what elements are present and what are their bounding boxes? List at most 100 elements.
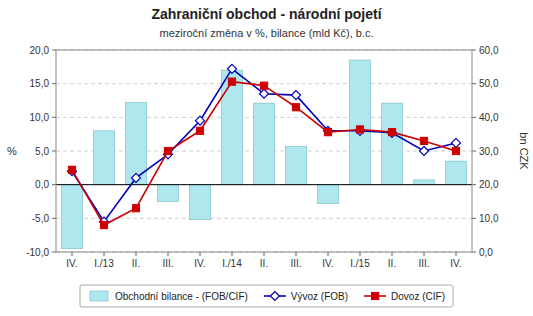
y-tick [52, 117, 56, 118]
y-tick-label: 0,0 [35, 179, 49, 190]
marker [356, 126, 363, 133]
marker [356, 126, 365, 135]
legend-item: Vývoz (FOB) [264, 291, 348, 302]
legend-item: Dovoz (CIF) [364, 291, 445, 302]
marker [292, 104, 299, 111]
bar [350, 60, 371, 185]
x-tick-label: III. [162, 258, 173, 269]
marker [324, 126, 333, 135]
line [72, 82, 456, 225]
legend-marker [270, 292, 279, 301]
x-tick [328, 252, 329, 256]
marker [196, 127, 203, 134]
legend-marker [371, 292, 378, 299]
x-tick-label: I./15 [350, 258, 370, 269]
subtitle: meziroční změna v %, bilance (mld Kč), b… [160, 27, 374, 39]
title: Zahraniční obchod - národní pojetí [151, 6, 382, 22]
x-tick-label: III. [418, 258, 429, 269]
y-tick [52, 252, 56, 253]
y2-tick-label: 50,0 [479, 78, 499, 89]
x-tick [104, 252, 105, 256]
y-tick [52, 218, 56, 219]
y2-tick-label: 30,0 [479, 146, 499, 157]
legend-label: Obchodní bilance - (FOB/CIF) [115, 291, 248, 302]
marker [324, 129, 331, 136]
plot-frame [56, 50, 472, 252]
bar [158, 185, 179, 202]
x-tick-label: III. [290, 258, 301, 269]
zero-line [56, 184, 472, 185]
x-tick [200, 252, 201, 256]
marker [228, 78, 235, 85]
marker [292, 91, 301, 100]
y-tick [52, 151, 56, 152]
y2-tick-label: 60,0 [479, 45, 499, 56]
x-tick-label: IV. [450, 258, 461, 269]
x-tick [360, 252, 361, 256]
y2-tick [472, 184, 476, 185]
legend-swatch [90, 291, 108, 301]
x-tick-label: II. [388, 258, 396, 269]
x-tick-label: II. [132, 258, 140, 269]
y2-tick-label: 40,0 [479, 112, 499, 123]
legend: Obchodní bilance - (FOB/CIF) Vývoz (FOB) D… [80, 285, 453, 307]
y2-tick [472, 117, 476, 118]
bar [446, 161, 467, 185]
y2-tick [472, 151, 476, 152]
x-tick-label: IV. [66, 258, 77, 269]
x-tick [72, 252, 73, 256]
y-tick [52, 83, 56, 84]
marker [388, 129, 395, 136]
y2-axis-label: bn CZK [518, 132, 530, 170]
marker [452, 138, 461, 147]
x-tick [136, 252, 137, 256]
plot-area [56, 50, 472, 252]
marker [452, 147, 459, 154]
y2-tick-label: 10,0 [479, 213, 499, 224]
bar [222, 70, 243, 184]
marker [100, 221, 107, 228]
y2-tick [472, 218, 476, 219]
y2-tick-label: 20,0 [479, 179, 499, 190]
bar [318, 185, 339, 204]
y-tick-label: 15,0 [30, 78, 50, 89]
data-area [56, 60, 472, 249]
y-tick-label: -10,0 [26, 247, 49, 258]
marker [132, 173, 141, 182]
legend-item: Obchodní bilance - (FOB/CIF) [90, 291, 248, 302]
y-tick-label: 20,0 [30, 45, 50, 56]
y-tick-label: 10,0 [30, 112, 50, 123]
marker [420, 137, 427, 144]
bar [254, 103, 275, 184]
y-tick-label: -5,0 [32, 213, 50, 224]
legend-box [80, 285, 453, 307]
y2-tick [472, 83, 476, 84]
grid [56, 50, 472, 252]
x-tick-label: IV. [322, 258, 333, 269]
bar [382, 103, 403, 184]
marker [228, 64, 237, 73]
marker [68, 166, 75, 173]
x-tick-label: I./14 [222, 258, 242, 269]
x-tick-label: I./13 [94, 258, 114, 269]
bar [94, 131, 115, 185]
x-tick [456, 252, 457, 256]
bar [190, 185, 211, 220]
legend-label: Dovoz (CIF) [391, 291, 445, 302]
marker [260, 82, 267, 89]
bar [414, 180, 435, 185]
x-tick-label: IV. [194, 258, 205, 269]
bar [286, 146, 307, 184]
y2-tick [472, 50, 476, 51]
marker [420, 147, 429, 156]
marker [260, 89, 269, 98]
y-tick [52, 184, 56, 185]
y-axis-label: % [7, 145, 17, 157]
marker [196, 116, 205, 125]
x-tick [232, 252, 233, 256]
chart: Zahraniční obchod - národní pojetí meziro… [0, 0, 533, 316]
x-tick [264, 252, 265, 256]
bar [62, 185, 83, 249]
line [72, 69, 456, 222]
y2-tick-label: 0,0 [479, 247, 493, 258]
